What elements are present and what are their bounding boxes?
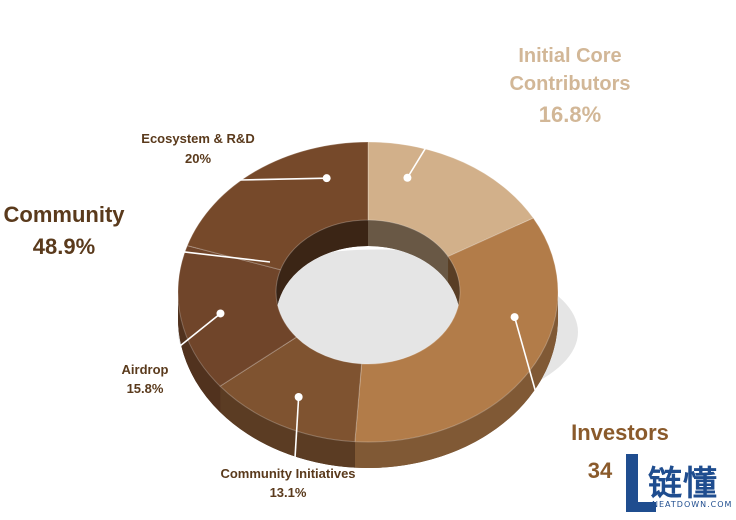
label-icc-value: 16.8%	[539, 102, 601, 127]
leader-line-community	[124, 244, 271, 263]
label-community: Community	[4, 202, 126, 227]
label-investors: Investors	[571, 420, 669, 445]
leader-dot-eco	[322, 174, 331, 183]
leader-line-airdrop	[174, 312, 221, 351]
leader-line-investors	[513, 316, 546, 426]
leader-dot-icc	[403, 173, 412, 182]
label-community-value: 48.9%	[33, 234, 95, 259]
slice-ci	[219, 336, 363, 443]
label-investors-value: 34	[588, 458, 613, 483]
neatdown-logo: 链懂 NEATDOWN.COM	[622, 450, 736, 520]
label-airdrop: Airdrop	[122, 362, 169, 377]
slice-investors	[354, 217, 559, 443]
slice-inner-wall-icc	[368, 220, 449, 283]
slice-airdrop	[177, 245, 298, 387]
leader-dot-airdrop	[216, 309, 225, 318]
slice-outer-wall-airdrop	[178, 292, 221, 413]
label-eco-value: 20%	[185, 151, 211, 166]
slice-outer-wall-ci	[220, 386, 355, 468]
leader-dot-ci	[294, 393, 303, 402]
slice-inner-wall-eco	[280, 220, 368, 296]
slice-inner-wall-investors	[448, 256, 460, 318]
leader-line-icc	[406, 99, 456, 179]
logo-cn-text: 链懂	[648, 464, 718, 504]
logo-site-text: NEATDOWN.COM	[652, 500, 733, 509]
label-icc-line2: Contributors	[509, 73, 630, 95]
leader-dot-investors	[510, 313, 519, 322]
slice-eco	[186, 141, 369, 271]
label-icc-line1: Initial Core	[518, 45, 621, 67]
label-eco: Ecosystem & R&D	[141, 131, 254, 146]
logo-l-bar	[626, 454, 638, 512]
label-airdrop-value: 15.8%	[127, 381, 164, 396]
leader-line-ci	[294, 396, 300, 459]
logo-l-foot	[626, 502, 656, 512]
slice-outer-wall-investors	[354, 292, 559, 468]
leader-line-eco	[239, 177, 327, 181]
label-ci: Community Initiatives	[220, 466, 355, 481]
label-ci-value: 13.1%	[270, 485, 307, 500]
